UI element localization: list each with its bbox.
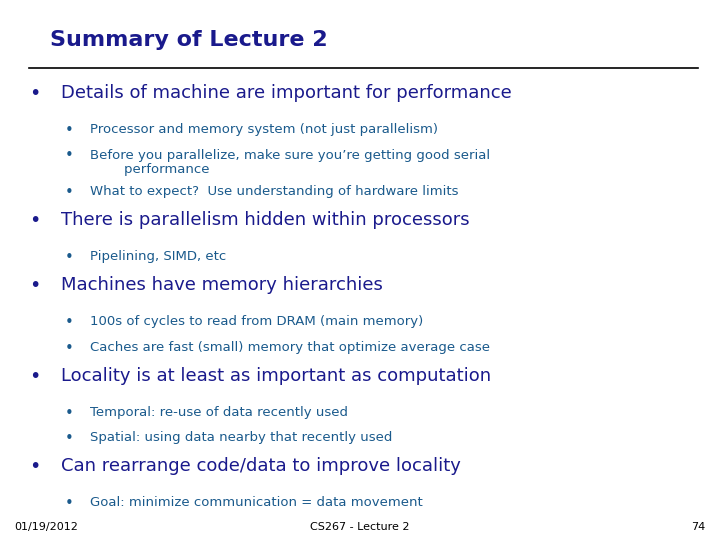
- Text: •: •: [65, 341, 73, 356]
- Text: What to expect?  Use understanding of hardware limits: What to expect? Use understanding of har…: [90, 185, 459, 198]
- Text: •: •: [65, 315, 73, 330]
- Text: •: •: [29, 367, 40, 386]
- Text: Pipelining, SIMD, etc: Pipelining, SIMD, etc: [90, 250, 226, 263]
- Text: Summary of Lecture 2: Summary of Lecture 2: [50, 30, 328, 50]
- Text: •: •: [65, 148, 73, 164]
- Text: •: •: [65, 431, 73, 447]
- Text: Can rearrange code/data to improve locality: Can rearrange code/data to improve local…: [61, 457, 461, 475]
- Text: •: •: [65, 406, 73, 421]
- Text: Caches are fast (small) memory that optimize average case: Caches are fast (small) memory that opti…: [90, 341, 490, 354]
- Text: Locality is at least as important as computation: Locality is at least as important as com…: [61, 367, 491, 384]
- Text: •: •: [29, 211, 40, 230]
- Text: There is parallelism hidden within processors: There is parallelism hidden within proce…: [61, 211, 470, 229]
- Text: •: •: [29, 457, 40, 476]
- Text: •: •: [65, 250, 73, 265]
- Text: Spatial: using data nearby that recently used: Spatial: using data nearby that recently…: [90, 431, 392, 444]
- Text: •: •: [65, 185, 73, 200]
- Text: Temporal: re-use of data recently used: Temporal: re-use of data recently used: [90, 406, 348, 419]
- Text: •: •: [65, 496, 73, 511]
- Text: •: •: [65, 123, 73, 138]
- Text: 74: 74: [691, 522, 706, 532]
- Text: Before you parallelize, make sure you’re getting good serial
        performance: Before you parallelize, make sure you’re…: [90, 148, 490, 177]
- Text: Machines have memory hierarchies: Machines have memory hierarchies: [61, 276, 383, 294]
- Text: •: •: [29, 276, 40, 295]
- Text: •: •: [29, 84, 40, 103]
- Text: 01/19/2012: 01/19/2012: [14, 522, 78, 532]
- Text: Goal: minimize communication = data movement: Goal: minimize communication = data move…: [90, 496, 423, 509]
- Text: CS267 - Lecture 2: CS267 - Lecture 2: [310, 522, 410, 532]
- Text: 100s of cycles to read from DRAM (main memory): 100s of cycles to read from DRAM (main m…: [90, 315, 423, 328]
- Text: Processor and memory system (not just parallelism): Processor and memory system (not just pa…: [90, 123, 438, 136]
- Text: Details of machine are important for performance: Details of machine are important for per…: [61, 84, 512, 102]
